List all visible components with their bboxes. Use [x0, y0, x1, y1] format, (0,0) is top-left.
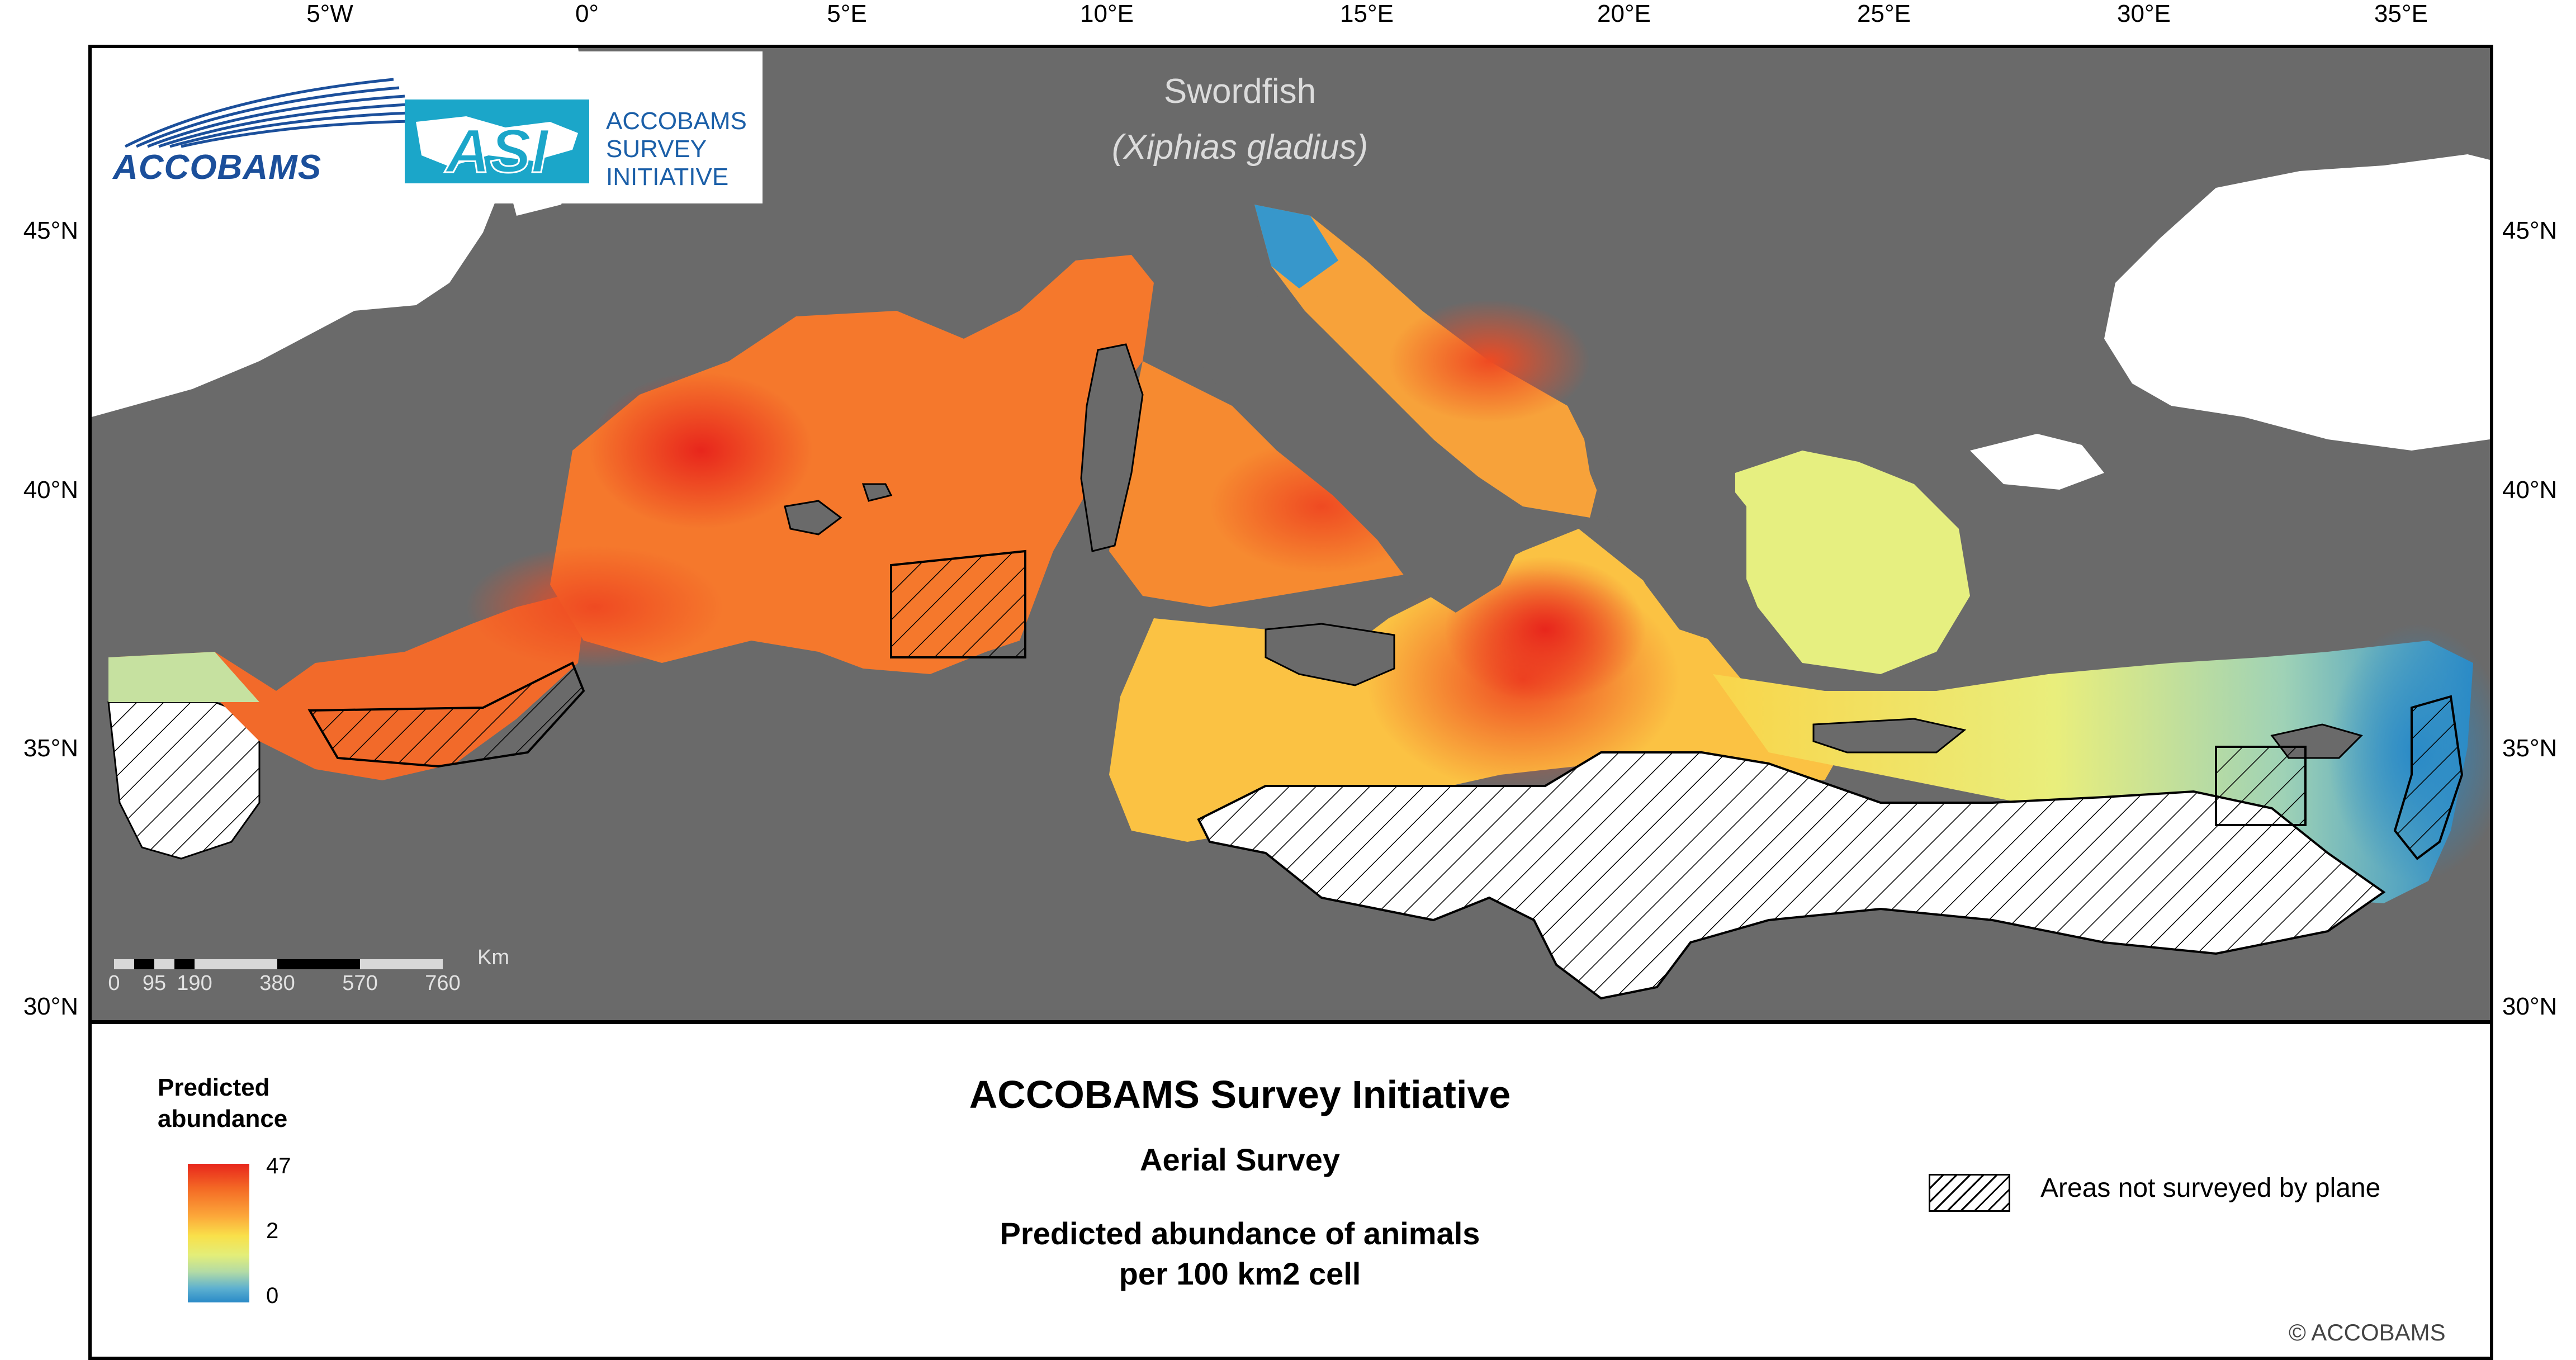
island-corsica-sardinia	[1080, 343, 1144, 552]
svg-text:ASI: ASI	[444, 117, 550, 186]
latitude-label-35n: 35°N	[23, 735, 78, 762]
longitude-label-0: 0°	[575, 0, 599, 27]
island-crete	[1812, 718, 1967, 754]
latitude-label-right-40n: 40°N	[2502, 476, 2558, 504]
island-sicily	[1265, 623, 1395, 686]
logo-panel: ACCOBAMS ASI ACCOBAMS SURVEY INITIATIVE	[92, 51, 763, 203]
accobams-logo-waves-icon	[124, 78, 411, 148]
longitude-label-30e: 30°E	[2117, 0, 2171, 27]
longitude-label-25e: 25°E	[1857, 0, 1911, 27]
abundance-color-bar	[188, 1164, 249, 1302]
latitude-label-right-45n: 45°N	[2502, 217, 2558, 244]
legend-description-line2: per 100 km2 cell	[1119, 1256, 1361, 1291]
accobams-logo-text: ACCOBAMS	[113, 148, 322, 187]
species-common-name: Swordfish	[1163, 72, 1317, 111]
hatch-legend-label: Areas not surveyed by plane	[2040, 1173, 2381, 1203]
scale-label-95: 95	[142, 972, 167, 995]
asi-logo-line1: ACCOBAMS	[606, 107, 747, 135]
landmass-marmara	[1970, 434, 2104, 490]
abundance-scale-min: 0	[266, 1283, 279, 1308]
longitude-label-35e: 35°E	[2374, 0, 2428, 27]
unsurveyed-libya-egypt	[1197, 751, 2386, 1000]
latitude-label-right-30n: 30°N	[2502, 993, 2558, 1020]
abundance-scale-mid: 2	[266, 1219, 279, 1243]
hatch-legend-swatch	[1929, 1174, 2010, 1212]
longitude-label-15e: 15°E	[1340, 0, 1394, 27]
abundance-scale-heading: Predicted abundance	[158, 1072, 325, 1135]
latitude-label-right-35n: 35°N	[2502, 735, 2558, 762]
legend-subtitle: Aerial Survey	[1140, 1142, 1340, 1177]
scale-label-380: 380	[259, 972, 295, 995]
latitude-label-30n: 30°N	[23, 993, 78, 1020]
legend-title: ACCOBAMS Survey Initiative	[969, 1073, 1511, 1116]
island-mallorca	[784, 500, 842, 536]
scale-label-570: 570	[342, 972, 378, 995]
unsurveyed-levant-block	[2393, 695, 2464, 860]
longitude-label-5e: 5°E	[827, 0, 867, 27]
legend-panel	[88, 1020, 2493, 1360]
copyright-notice: © ACCOBAMS	[2289, 1319, 2446, 1345]
unsurveyed-east-block	[2215, 746, 2307, 826]
scale-label-190: 190	[177, 972, 212, 995]
scale-label-0: 0	[108, 972, 120, 995]
island-menorca	[861, 483, 893, 502]
latitude-label-45n: 45°N	[23, 217, 78, 244]
longitude-label-20e: 20°E	[1597, 0, 1651, 27]
abundance-scale-max: 47	[266, 1154, 291, 1178]
scale-bar	[114, 959, 443, 969]
unsurveyed-alboran-block	[307, 661, 585, 768]
asi-logo-icon: ASI	[405, 99, 589, 187]
unsurveyed-algeria-block	[890, 549, 1026, 658]
unsurveyed-areas	[307, 549, 2464, 1000]
scale-label-760: 760	[425, 972, 461, 995]
unsurveyed-west-atlantic	[107, 701, 261, 860]
asi-logo-line2: SURVEY	[606, 135, 707, 163]
scale-unit: Km	[477, 946, 509, 969]
legend-description-line1: Predicted abundance of animals	[1000, 1216, 1480, 1251]
longitude-label-5w: 5°W	[306, 0, 353, 27]
species-latin-name: (Xiphias gladius)	[1111, 128, 1368, 167]
asi-logo-line3: INITIATIVE	[606, 163, 729, 191]
abundance-scale-heading-line1: Predicted	[158, 1074, 270, 1101]
latitude-label-40n: 40°N	[23, 476, 78, 504]
abundance-scale-heading-line2: abundance	[158, 1105, 288, 1132]
landmass-black-sea	[2104, 154, 2490, 451]
longitude-label-10e: 10°E	[1080, 0, 1134, 27]
